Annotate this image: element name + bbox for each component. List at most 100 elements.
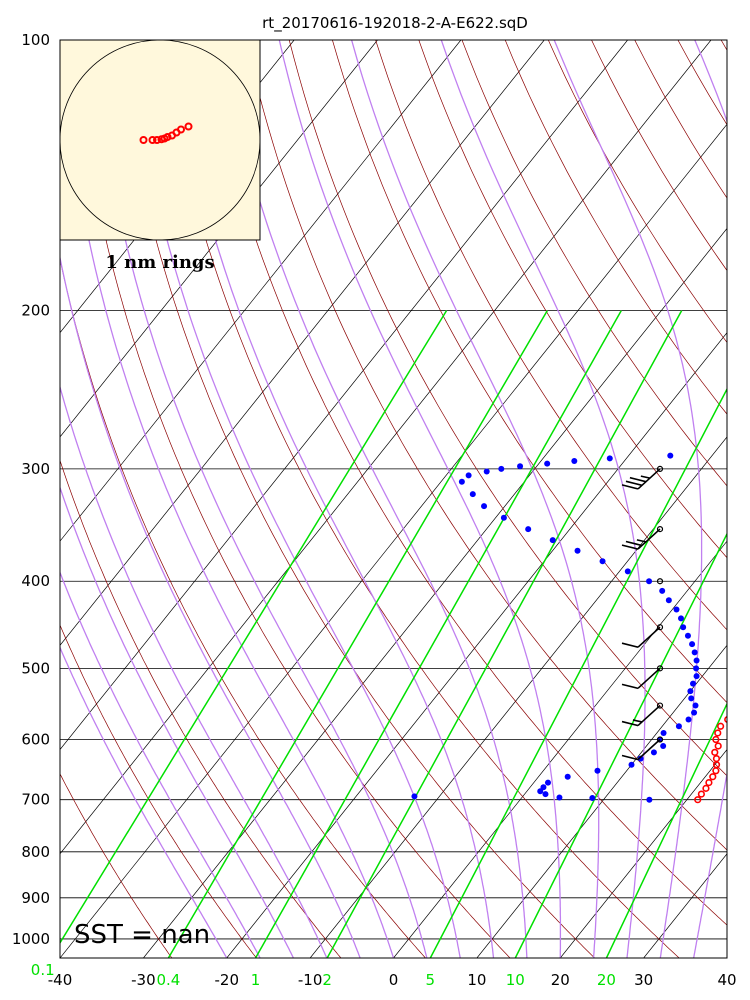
temperature-tick-label: -10 <box>298 971 323 989</box>
moist-adiabat-line <box>440 40 646 958</box>
moist-adiabat-line <box>60 40 395 958</box>
dewpoint-point <box>675 723 682 730</box>
mixing-ratio-line <box>167 310 548 958</box>
moist-adiabat-line <box>692 40 727 958</box>
isotherm-line <box>226 332 727 958</box>
hodograph-point <box>177 125 185 134</box>
dewpoint-point <box>673 606 680 613</box>
dry-adiabat-line <box>72 40 511 958</box>
temperature-point <box>730 696 736 702</box>
temperature-point <box>734 681 740 687</box>
mixing-ratio-tick-label: 20 <box>597 971 616 989</box>
dewpoint-point <box>594 767 601 774</box>
dry-adiabat-line <box>60 459 342 958</box>
wind-barb-flag <box>621 544 639 550</box>
temperature-point <box>712 767 720 775</box>
dewpoint-point <box>646 578 653 585</box>
pressure-tick-label: 400 <box>21 572 50 590</box>
temperature-point <box>709 773 717 781</box>
dewpoint-point <box>687 688 694 695</box>
dewpoint-point <box>589 795 596 802</box>
temperature-point <box>694 796 702 804</box>
pressure-tick-label: 100 <box>21 31 50 49</box>
dewpoint-point <box>500 514 507 521</box>
plot-frame <box>59 39 728 959</box>
wind-barb <box>621 665 664 690</box>
temperature-point <box>714 742 722 750</box>
isotherm-line <box>143 227 727 958</box>
dry-adiabat-line <box>60 624 257 958</box>
sounding-data <box>411 452 750 804</box>
temperature-point <box>730 688 736 694</box>
dry-adiabat-line <box>634 40 727 199</box>
mixing-ratio-tick-label: 5 <box>426 971 436 989</box>
dewpoint-point <box>690 680 697 687</box>
wind-barb-shaft <box>637 626 661 648</box>
wind-barb-flag <box>621 484 639 490</box>
temperature-point <box>739 666 745 672</box>
temperature-tick-label: -40 <box>48 971 73 989</box>
mixing-ratio-line <box>326 310 683 958</box>
isotherm-line <box>0 40 44 958</box>
dewpoint-point <box>458 478 465 485</box>
hodograph-point <box>148 136 157 144</box>
dewpoint-point <box>571 458 578 465</box>
isotherm-line <box>60 40 628 751</box>
dewpoint-point <box>606 455 613 462</box>
wind-barb-flag <box>621 683 639 690</box>
mixing-ratio-line <box>605 702 727 958</box>
mixing-ratio-tick-label: 2 <box>322 971 332 989</box>
temperature-point <box>744 650 750 656</box>
pressure-tick-label: 1000 <box>12 930 50 948</box>
temperature-point <box>735 673 741 679</box>
pressure-tick-label: 700 <box>21 791 50 809</box>
dry-adiabat-line <box>461 40 727 487</box>
isotherm-line <box>393 540 727 958</box>
dry-adiabat-line <box>159 40 680 958</box>
dry-adiabat-line <box>332 40 727 704</box>
wind-barb-flag <box>629 476 647 483</box>
temperature-point <box>734 453 740 459</box>
dry-adiabat-line <box>418 40 727 559</box>
moist-adiabat-line <box>169 40 495 958</box>
wind-barb-shaft <box>637 738 661 761</box>
temperature-point <box>717 722 725 730</box>
pressure-tick-label: 800 <box>21 843 50 861</box>
dry-adiabat-line <box>60 257 426 958</box>
temperature-tick-label: -30 <box>131 971 156 989</box>
wind-barb-half-flag <box>640 475 651 479</box>
dewpoint-point <box>689 641 696 648</box>
wind-barbs <box>621 465 664 761</box>
pressure-tick-label: 300 <box>21 460 50 478</box>
isotherm-line <box>559 749 727 958</box>
moist-adiabat-line <box>128 40 461 958</box>
pressure-tick-label: 600 <box>21 731 50 749</box>
dewpoint-point <box>469 491 476 498</box>
dewpoint-point <box>660 742 667 749</box>
moist-adiabat-line <box>60 645 228 958</box>
dewpoint-point <box>574 547 581 554</box>
hodograph-ring <box>59 39 261 241</box>
dewpoint-point <box>693 665 700 672</box>
temperature-point <box>712 735 720 744</box>
isotherm-line <box>60 40 712 855</box>
moist-adiabat-line <box>60 384 328 958</box>
grid-lines <box>0 40 727 958</box>
temperature-point <box>712 754 721 763</box>
dry-adiabat-line <box>504 40 727 415</box>
temperature-tick-label: -20 <box>215 971 240 989</box>
moist-adiabat-line <box>92 40 428 958</box>
temperature-point <box>740 466 746 472</box>
dewpoint-point <box>411 793 418 800</box>
wind-barb-half-flag <box>636 539 647 543</box>
wind-barb <box>621 702 664 727</box>
temperature-tick-label: 40 <box>717 971 736 989</box>
dry-adiabat-line <box>720 40 727 51</box>
wind-barb-flag <box>621 642 639 648</box>
wind-barb-flag <box>625 540 643 547</box>
hodograph-point <box>153 136 161 144</box>
hodograph-point <box>184 122 193 131</box>
hodograph-ring-label: 1 nm rings <box>105 252 214 273</box>
dewpoint-point <box>628 761 635 768</box>
wind-barb <box>656 578 664 585</box>
